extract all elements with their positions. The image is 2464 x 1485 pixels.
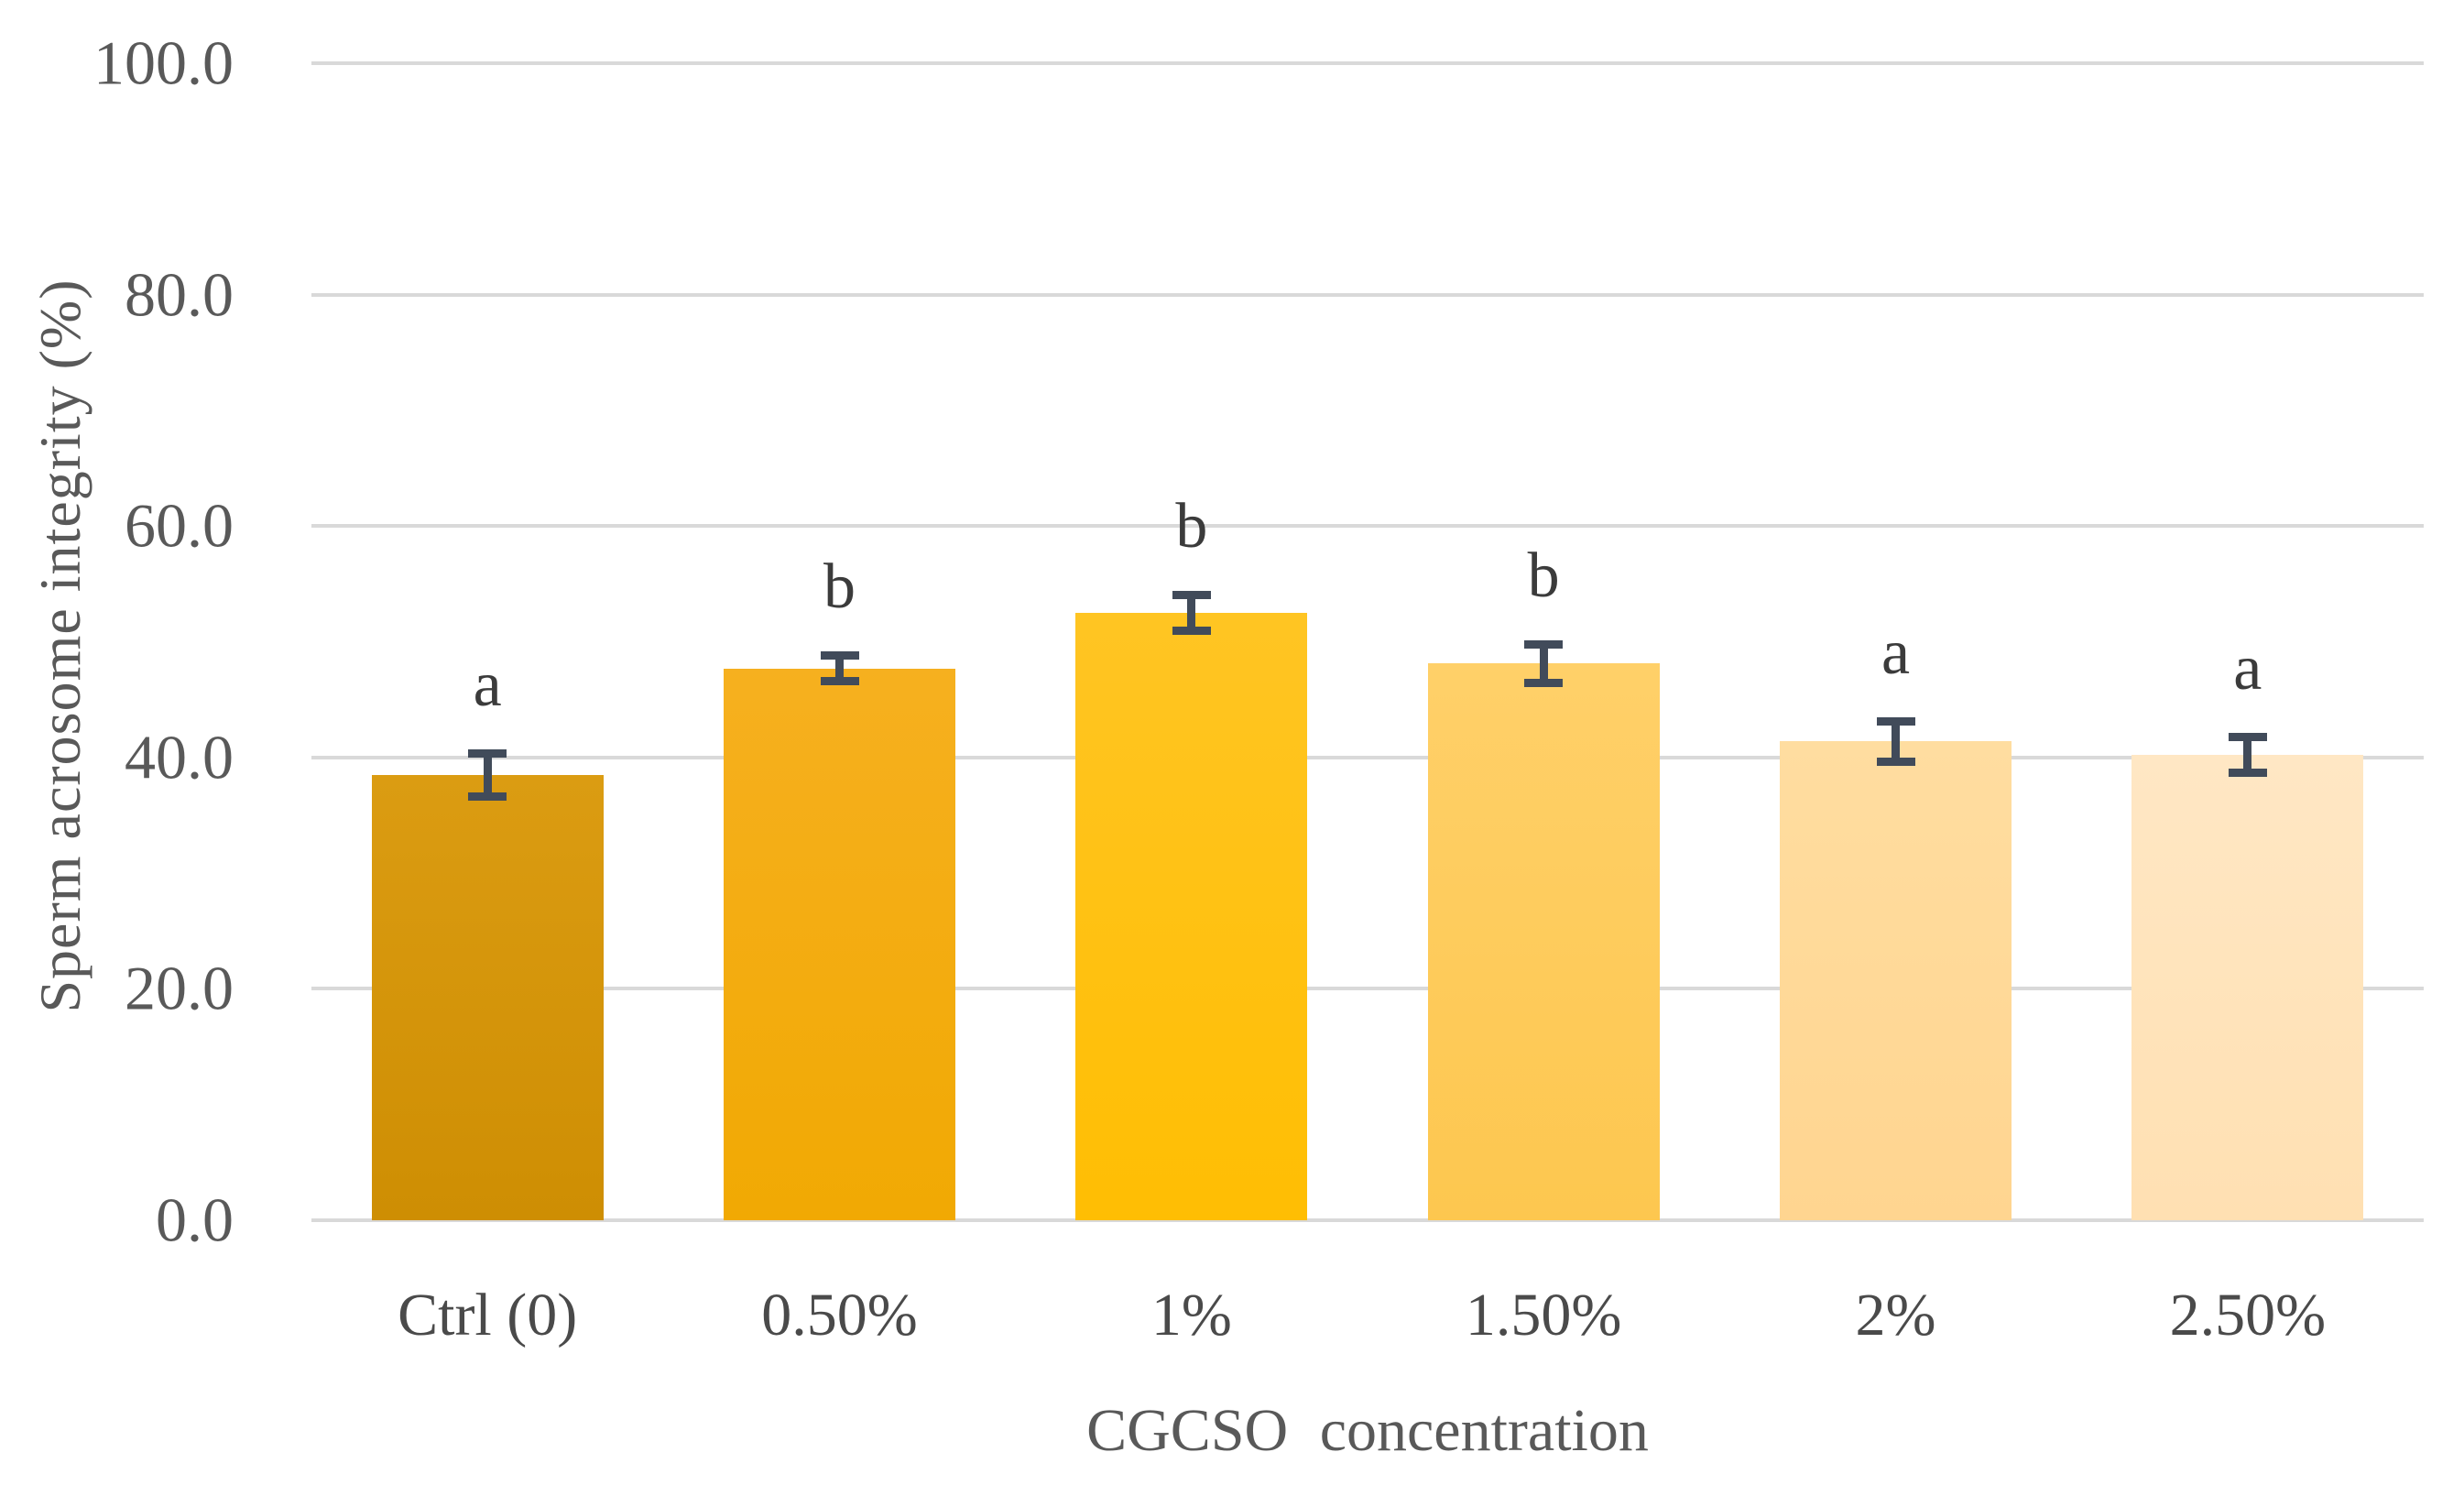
gridline-y-20 xyxy=(311,987,2424,991)
x-tick-label: 1.50% xyxy=(1465,1282,1622,1349)
error-bar-whisker xyxy=(835,650,844,686)
significance-letter: a xyxy=(473,649,502,720)
error-bar-whisker xyxy=(1187,590,1196,635)
x-axis-title: CGCSO concentration xyxy=(1086,1397,1649,1464)
y-tick-label: 20.0 xyxy=(125,953,234,1023)
x-tick-label: 1% xyxy=(1150,1282,1232,1349)
error-bar-cap-bottom xyxy=(1172,626,1211,635)
significance-letter: b xyxy=(1527,540,1560,612)
significance-letter: b xyxy=(823,551,856,622)
significance-letter: a xyxy=(1881,617,1911,688)
bar-0.50% xyxy=(724,668,955,1220)
y-tick-label: 60.0 xyxy=(125,490,234,561)
error-bar-cap-top xyxy=(2228,733,2267,742)
bar-Ctrl (0) xyxy=(371,774,604,1220)
x-tick-label: 2.50% xyxy=(2169,1282,2327,1349)
gridline-y-80 xyxy=(311,292,2424,297)
error-bar-cap-top xyxy=(820,650,859,660)
error-bar-cap-top xyxy=(1524,640,1564,650)
error-bar-whisker xyxy=(483,748,492,801)
y-tick-label: 0.0 xyxy=(156,1185,234,1255)
x-tick-label: 0.50% xyxy=(761,1282,918,1349)
error-bar-cap-bottom xyxy=(820,677,859,686)
error-bar-cap-bottom xyxy=(1876,757,1915,766)
bar-2.50% xyxy=(2131,755,2364,1220)
error-bar-whisker xyxy=(2243,733,2252,778)
error-bar-cap-top xyxy=(1876,716,1915,726)
x-tick-label: Ctrl (0) xyxy=(398,1282,578,1349)
bar-1% xyxy=(1075,612,1308,1220)
error-bar-cap-bottom xyxy=(468,792,507,801)
significance-letter: a xyxy=(2233,633,2262,704)
gridline-y-0 xyxy=(311,1218,2424,1222)
gridline-y-40 xyxy=(311,755,2424,759)
y-tick-label: 100.0 xyxy=(93,27,234,98)
error-bar-cap-top xyxy=(468,748,507,758)
bar-1.50% xyxy=(1427,663,1660,1220)
y-tick-label: 40.0 xyxy=(125,722,234,792)
error-bar-cap-top xyxy=(1172,590,1211,599)
bar-2% xyxy=(1780,741,2012,1220)
error-bar-whisker xyxy=(1539,640,1548,687)
x-tick-label: 2% xyxy=(1855,1282,1936,1349)
y-tick-label: 80.0 xyxy=(125,259,234,330)
gridline-y-60 xyxy=(311,524,2424,529)
gridline-y-100 xyxy=(311,61,2424,65)
error-bar-whisker xyxy=(1892,716,1900,766)
significance-letter: b xyxy=(1175,490,1208,562)
error-bar-cap-bottom xyxy=(1524,678,1564,687)
error-bar-cap-bottom xyxy=(2228,769,2267,778)
